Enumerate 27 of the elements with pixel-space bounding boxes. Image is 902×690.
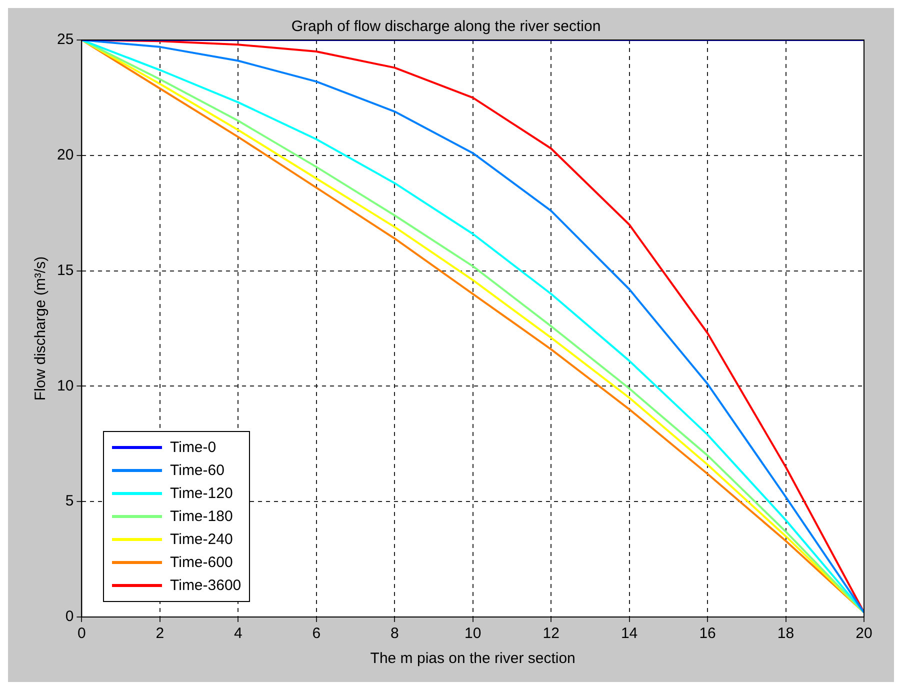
legend-label: Time-120 <box>170 485 233 502</box>
x-tick-label: 12 <box>542 625 560 642</box>
y-tick-label: 15 <box>56 262 74 279</box>
x-tick-label: 16 <box>699 625 716 642</box>
x-tick-label: 6 <box>312 625 321 642</box>
y-tick-label: 10 <box>56 377 74 394</box>
legend-label: Time-240 <box>170 531 233 548</box>
x-tick-label: 14 <box>620 625 638 642</box>
legend-label: Time-60 <box>170 462 224 479</box>
x-tick-label: 18 <box>777 625 794 642</box>
chart-title: Graph of flow discharge along the river section <box>291 18 601 36</box>
y-tick-label: 25 <box>56 31 74 48</box>
legend-label: Time-180 <box>170 508 233 525</box>
x-tick-label: 8 <box>390 625 399 642</box>
x-tick-label: 20 <box>856 625 872 642</box>
y-tick-label: 5 <box>65 492 74 510</box>
x-tick-label: 4 <box>234 625 242 642</box>
y-tick-label: 0 <box>65 608 74 626</box>
x-tick-label: 0 <box>78 625 86 642</box>
y-axis-title: Flow discharge (m³/s) <box>32 256 50 401</box>
x-tick-label: 10 <box>464 625 482 642</box>
x-axis-title: The m pias on the river section <box>370 650 576 668</box>
legend-label: Time-3600 <box>170 577 242 594</box>
legend-label: Time-600 <box>170 554 233 571</box>
x-tick-label: 2 <box>156 625 164 642</box>
legend-label: Time-0 <box>170 439 216 456</box>
y-tick-label: 20 <box>56 146 74 164</box>
